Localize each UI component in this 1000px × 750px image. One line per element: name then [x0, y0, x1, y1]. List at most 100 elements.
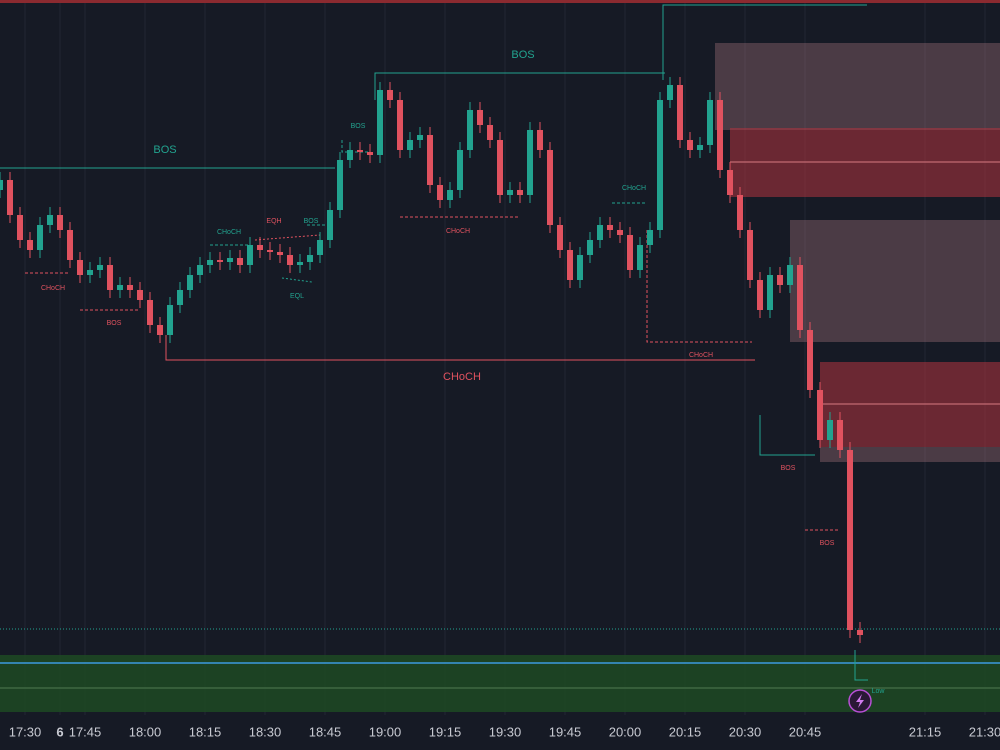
candle-body: [777, 275, 783, 285]
x-axis: 17:30 17:45 18:00 18:15 18:30 18:45 19:00 19:15…: [9, 724, 1000, 739]
candle-body: [817, 390, 823, 440]
candle-body: [67, 230, 73, 260]
candle-body: [147, 300, 153, 325]
candle-body: [467, 110, 473, 150]
annotation: BOS: [781, 465, 796, 472]
zone: [715, 43, 1000, 130]
candle-body: [607, 225, 613, 230]
candle-body: [7, 180, 13, 215]
candle-body: [627, 235, 633, 270]
candle-body: [837, 420, 843, 450]
candle-body: [167, 305, 173, 335]
annotation: BOS: [820, 540, 835, 547]
candle-body: [807, 330, 813, 390]
x-tick-label: 19:15: [429, 724, 462, 739]
x-tick-label: 20:15: [669, 724, 702, 739]
annotation: CHoCH: [41, 285, 65, 292]
x-tick-label: 21:15: [909, 724, 942, 739]
zone: [790, 220, 1000, 342]
candle-body: [727, 170, 733, 195]
candle-body: [697, 145, 703, 150]
annotation: CHoCH: [689, 352, 713, 359]
candle-body: [367, 152, 373, 155]
candle-body: [707, 100, 713, 145]
candle-body: [207, 260, 213, 265]
candle-body: [557, 225, 563, 250]
structure-line: [165, 335, 755, 361]
candle-body: [87, 270, 93, 275]
candle-body: [377, 90, 383, 155]
annotation: BOS: [351, 123, 366, 130]
candle-body: [457, 150, 463, 190]
x-tick-label: 19:30: [489, 724, 522, 739]
candle-body: [187, 275, 193, 290]
candle-body: [407, 140, 413, 150]
candle-body: [347, 150, 353, 160]
candle-body: [177, 290, 183, 305]
candle-body: [307, 255, 313, 262]
structure: [0, 4, 868, 681]
candle-body: [387, 90, 393, 100]
candle-body: [247, 245, 253, 265]
annotation: BOS: [153, 144, 176, 156]
candle-body: [847, 450, 853, 630]
candle-body: [757, 280, 763, 310]
candle-body: [137, 290, 143, 300]
candle-body: [507, 190, 513, 195]
annotation: CHoCH: [622, 185, 646, 192]
alert-icon[interactable]: [848, 689, 872, 713]
candle-body: [0, 180, 3, 190]
candle-body: [677, 85, 683, 140]
x-tick-label: 20:30: [729, 724, 762, 739]
candle-body: [617, 230, 623, 235]
candle-body: [157, 325, 163, 335]
candle-body: [747, 230, 753, 280]
candle-body: [597, 225, 603, 240]
candle-body: [317, 240, 323, 255]
candle-body: [437, 185, 443, 200]
structure-line: [662, 4, 867, 80]
candle-body: [717, 100, 723, 170]
candle-body: [77, 260, 83, 275]
candle-body: [547, 150, 553, 225]
candle-body: [287, 255, 293, 265]
candle-body: [257, 245, 263, 250]
candle-body: [127, 285, 133, 290]
candle-body: [497, 140, 503, 195]
annotation: BOS: [511, 49, 534, 61]
x-tick-label: 21:30: [969, 724, 1000, 739]
candle-body: [667, 85, 673, 100]
candle-body: [447, 190, 453, 200]
annotation: EQH: [266, 218, 281, 225]
grid: [24, 0, 986, 715]
structure-line: [281, 277, 313, 283]
candle-body: [787, 265, 793, 285]
candle-body: [117, 285, 123, 290]
x-tick-label: 6: [56, 724, 63, 739]
candle-body: [477, 110, 483, 125]
candle-body: [527, 130, 533, 195]
candle-body: [227, 258, 233, 262]
candle-body: [587, 240, 593, 255]
x-tick-label: 20:00: [609, 724, 642, 739]
candle-body: [237, 258, 243, 265]
zone: [820, 447, 1000, 462]
alert-icon-bolt[interactable]: [856, 694, 864, 708]
candle-body: [47, 215, 53, 225]
candle-body: [267, 250, 273, 252]
annotation: Low: [872, 688, 886, 695]
annotation: CHoCH: [217, 229, 241, 236]
candle-body: [637, 245, 643, 270]
candle-body: [797, 265, 803, 330]
candle-body: [537, 130, 543, 150]
top-line: [0, 0, 1000, 3]
annotation: EQL: [290, 293, 304, 300]
candle-body: [567, 250, 573, 280]
structure-line: [374, 72, 665, 100]
candles: [0, 77, 863, 643]
candle-body: [297, 262, 303, 265]
candle-body: [327, 210, 333, 240]
candle-body: [357, 150, 363, 152]
x-tick-label: 19:45: [549, 724, 582, 739]
